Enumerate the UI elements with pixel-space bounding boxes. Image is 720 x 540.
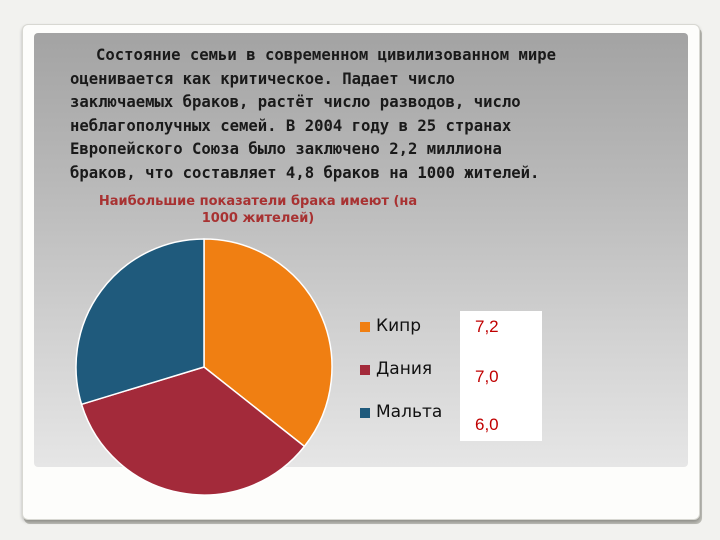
intro-line: Состояние семьи в современном цивилизова… (96, 46, 557, 64)
legend-label-denmark: Дания (376, 359, 433, 379)
value-label-malta: 6,0 (475, 415, 499, 434)
intro-paragraph: Состояние семьи в современном цивилизова… (70, 44, 690, 185)
chart-title-line-2: 1000 жителей) (201, 211, 315, 226)
pie-chart (75, 238, 333, 496)
legend-label-cyprus: Кипр (376, 316, 422, 336)
legend-label-malta: Мальта (376, 402, 443, 422)
intro-line: оценивается как критическое. Падает числ… (70, 69, 455, 88)
legend-swatch-cyprus (360, 322, 370, 332)
values-box: 7,2 7,0 6,0 (460, 311, 542, 441)
intro-line: неблагополучных семей. В 2004 году в 25 … (70, 116, 512, 135)
legend-swatch-malta (360, 408, 370, 418)
legend-swatch-denmark (360, 365, 370, 375)
chart-title-line-1: Наибольшие показатели брака имеют (на (98, 194, 418, 209)
value-label-denmark: 7,0 (475, 367, 499, 386)
value-label-cyprus: 7,2 (475, 317, 499, 336)
pie-slice-cyprus (203, 238, 333, 448)
pie-slice-malta (75, 238, 205, 406)
intro-line: заключаемых браков, растёт число разводо… (70, 93, 521, 111)
chart-title: Наибольшие показатели брака имеют (на 10… (78, 193, 438, 227)
intro-line: браков, что составляет 4,8 браков на 100… (70, 163, 540, 182)
pie-slice-denmark (80, 366, 306, 496)
intro-line: Европейского Союза было заключено 2,2 ми… (70, 140, 502, 158)
